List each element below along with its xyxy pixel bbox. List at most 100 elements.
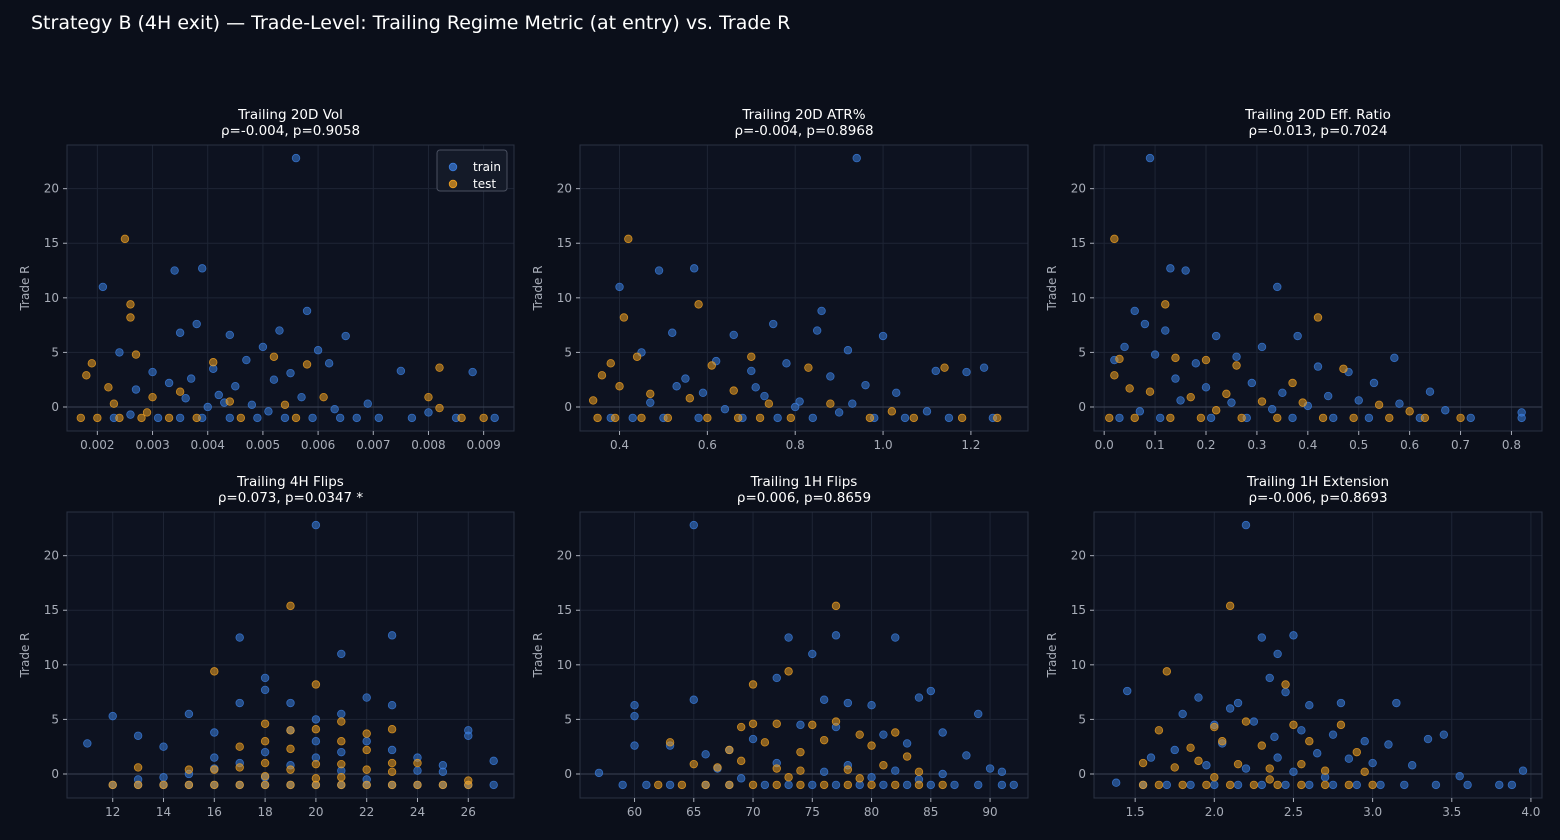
- scatter-point-test: [286, 726, 295, 735]
- subplot-6: 1.5 2.0 2.5 3.0 3.5 4.0 0 5 10 15 20 Trade R Trailin…: [1045, 474, 1543, 819]
- scatter-point-test: [362, 729, 371, 738]
- x-tick-label: 16: [207, 805, 222, 819]
- scatter-point-train: [286, 368, 295, 378]
- scatter-point-train: [819, 695, 829, 704]
- scatter-point-test: [784, 667, 793, 676]
- scatter-point-train: [1162, 780, 1172, 790]
- y-tick-label: 15: [44, 603, 59, 617]
- scatter-point-test: [1289, 720, 1298, 730]
- scatter-point-test: [957, 413, 967, 423]
- scatter-point-train: [264, 407, 273, 416]
- scatter-point-train: [902, 739, 912, 748]
- scatter-point-train: [1265, 673, 1274, 683]
- subplot-stats: ρ=0.006, p=0.8659: [737, 490, 871, 506]
- y-tick-label: 5: [1078, 712, 1086, 726]
- x-tick-label: 3.5: [1442, 805, 1461, 819]
- x-tick-label: 0.6: [1400, 438, 1419, 452]
- scatter-point-test: [632, 352, 642, 361]
- scatter-point-train: [192, 319, 201, 329]
- scatter-point-train: [628, 413, 637, 423]
- scatter-point-test: [1171, 353, 1180, 363]
- scatter-point-test: [689, 759, 698, 769]
- scatter-point-test: [235, 742, 244, 751]
- axes-frame: [66, 144, 515, 432]
- x-tick-label: 0.008: [411, 438, 445, 452]
- scatter-point-test: [902, 752, 912, 761]
- axes-frame: [1093, 144, 1543, 432]
- x-tick-label: 0.6: [698, 438, 717, 452]
- scatter-point-train: [1425, 387, 1435, 396]
- scatter-point-train: [286, 698, 295, 708]
- scatter-point-test: [606, 359, 615, 368]
- scatter-point-test: [387, 780, 397, 790]
- scatter-point-test: [175, 387, 185, 396]
- scatter-point-train: [689, 695, 698, 704]
- y-tick-label: 0: [564, 400, 572, 414]
- scatter-point-test: [413, 758, 422, 768]
- scatter-point-test: [413, 780, 422, 790]
- scatter-point-test: [1374, 400, 1384, 410]
- scatter-point-test: [879, 761, 888, 770]
- scatter-point-test: [1339, 364, 1348, 373]
- series-test: [1105, 234, 1465, 423]
- scatter-point-test: [914, 767, 924, 777]
- scatter-point-test: [1405, 407, 1414, 416]
- scatter-point-train: [826, 372, 835, 381]
- scatter-point-test: [192, 413, 201, 423]
- scatter-point-train: [468, 367, 477, 377]
- x-tick-label: 70: [745, 805, 760, 819]
- scatter-point-train: [186, 374, 196, 383]
- x-tick-label: 2.0: [1205, 805, 1224, 819]
- scatter-point-test: [1225, 601, 1235, 611]
- scatter-point-train: [944, 413, 954, 423]
- axes-frame: [1093, 511, 1543, 799]
- scatter-point-train: [962, 367, 971, 377]
- x-tick-label: 0.007: [356, 438, 390, 452]
- y-axis-label: Trade R: [18, 632, 32, 678]
- scatter-point-test: [1313, 313, 1323, 322]
- scatter-point-test: [1186, 743, 1195, 752]
- scatter-point-test: [1241, 717, 1251, 726]
- scatter-point-train: [646, 398, 655, 407]
- y-tick-label: 20: [44, 549, 59, 563]
- scatter-point-train: [1376, 780, 1385, 790]
- scatter-point-train: [867, 773, 876, 782]
- scatter-point-test: [677, 780, 687, 790]
- scatter-point-train: [313, 346, 323, 355]
- scatter-point-train: [242, 355, 251, 365]
- scatter-point-train: [1364, 413, 1374, 423]
- y-tick-label: 5: [1078, 345, 1086, 359]
- x-tick-label: 0.2: [1196, 438, 1215, 452]
- plot-area: [1094, 145, 1542, 431]
- scatter-point-test: [1196, 413, 1206, 423]
- scatter-point-train: [665, 780, 675, 790]
- scatter-point-test: [126, 300, 135, 309]
- scatter-point-test: [663, 413, 673, 423]
- scatter-point-test: [235, 780, 244, 790]
- scatter-point-train: [1233, 780, 1243, 790]
- scatter-point-train: [275, 326, 284, 335]
- scatter-point-train: [1232, 352, 1241, 361]
- x-tick-label: 1.0: [874, 438, 893, 452]
- scatter-point-test: [772, 719, 781, 728]
- scatter-point-test: [286, 744, 295, 754]
- scatter-point-train: [1392, 698, 1401, 708]
- scatter-point-test: [1288, 378, 1297, 388]
- scatter-point-train: [594, 768, 604, 778]
- scatter-point-train: [133, 731, 143, 740]
- scatter-point-train: [747, 366, 756, 376]
- scatter-point-test: [938, 780, 947, 790]
- y-tick-label: 15: [44, 236, 59, 250]
- scatter-point-train: [407, 413, 417, 423]
- y-tick-label: 5: [51, 345, 59, 359]
- x-tick-label: 0.1: [1146, 438, 1165, 452]
- scatter-point-test: [120, 234, 130, 244]
- scatter-point-train: [720, 404, 730, 414]
- subplot-3: 0.0 0.1 0.2 0.3 0.4 0.5 0.6 0.7 0.8 0 5 10 15 20 Trade…: [1045, 107, 1543, 452]
- scatter-point-train: [891, 633, 900, 642]
- scatter-point-test: [1305, 737, 1314, 746]
- scatter-point-train: [1328, 730, 1338, 739]
- scatter-point-test: [286, 765, 295, 774]
- scatter-point-train: [1360, 737, 1369, 746]
- scatter-point-test: [184, 765, 194, 774]
